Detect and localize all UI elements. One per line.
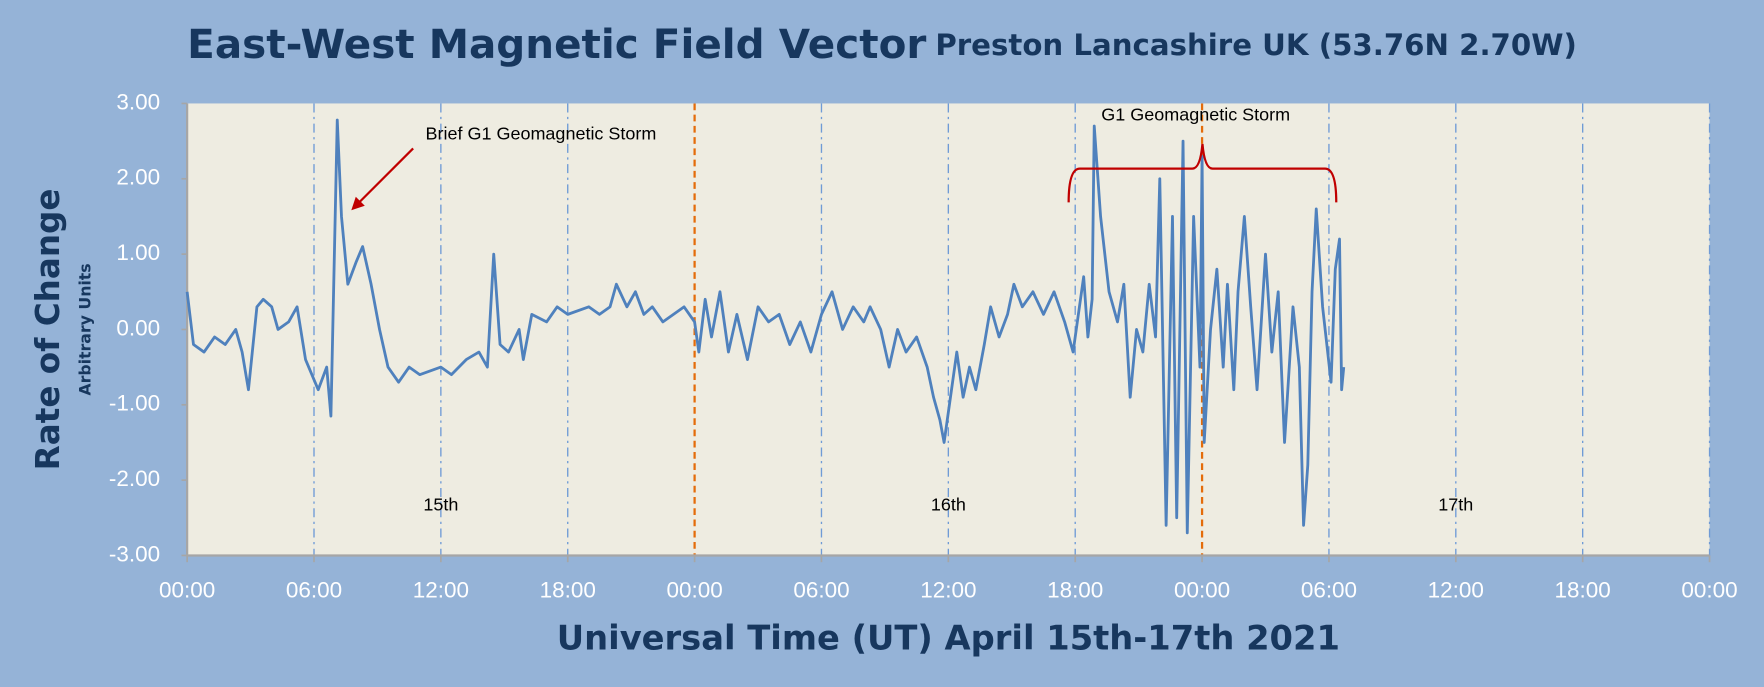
- x-axis-label: Universal Time (UT) April 15th-17th 2021: [557, 618, 1340, 657]
- annotation-arrow: [353, 147, 414, 208]
- annotation-brace: [1067, 143, 1338, 203]
- annotation-arrowhead: [351, 196, 365, 211]
- y-tick-label: -2.00: [109, 466, 160, 491]
- y-axis-label: Rate of Change: [29, 189, 67, 471]
- data-line: [185, 118, 1346, 535]
- x-tick-label: 06:00: [793, 577, 849, 602]
- y-tick-label: -3.00: [109, 541, 160, 566]
- x-tick-label: 06:00: [286, 577, 342, 602]
- y-tick-label: 2.00: [116, 165, 160, 190]
- x-tick-label: 18:00: [540, 577, 596, 602]
- day-label: 16th: [931, 495, 966, 515]
- title-group: East-West Magnetic Field Vector Preston L…: [187, 20, 1577, 68]
- annotation: Brief G1 Geomagnetic Storm: [425, 124, 656, 144]
- x-tick-label: 00:00: [666, 577, 722, 602]
- x-tick-label: 00:00: [1174, 577, 1230, 602]
- annotation: G1 Geomagnetic Storm: [1101, 105, 1290, 125]
- day-label: 15th: [423, 495, 458, 515]
- chart-title: East-West Magnetic Field Vector: [187, 20, 926, 68]
- x-tick-label: 18:00: [1047, 577, 1103, 602]
- x-tick-label: 12:00: [413, 577, 469, 602]
- x-tick-label: 00:00: [1681, 577, 1737, 602]
- x-tick-label: 06:00: [1301, 577, 1357, 602]
- x-tick-label: 00:00: [159, 577, 215, 602]
- y-tick-label: 1.00: [116, 240, 160, 265]
- x-tick-label: 18:00: [1555, 577, 1611, 602]
- marks: [185, 118, 1346, 535]
- x-tick-label: 12:00: [1428, 577, 1484, 602]
- x-tick-label: 12:00: [920, 577, 976, 602]
- y-tick-label: 3.00: [116, 89, 160, 114]
- y-axis-sublabel: Arbitrary Units: [75, 263, 94, 395]
- day-label: 17th: [1438, 495, 1473, 515]
- chart-subtitle: Preston Lancashire UK (53.76N 2.70W): [935, 28, 1576, 62]
- y-tick-label: -1.00: [109, 391, 160, 416]
- y-tick-label: 0.00: [116, 315, 160, 340]
